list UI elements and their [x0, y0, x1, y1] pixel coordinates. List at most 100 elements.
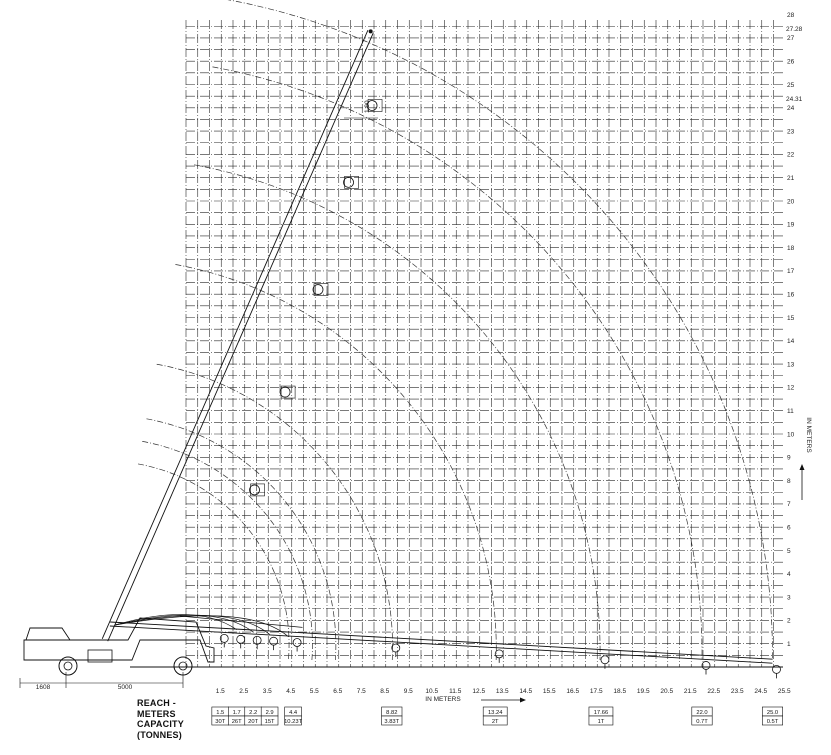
y-tick-label: 8	[787, 478, 791, 485]
y-axis-arrow	[799, 464, 805, 500]
y-tick-label: 21	[787, 175, 795, 182]
x-tick-label: 9.5	[404, 688, 413, 695]
boom-joint-plate	[367, 99, 383, 112]
x-tick-label: 17.5	[590, 688, 603, 695]
capacity-value: 2T	[492, 719, 499, 725]
reach-arc	[212, 66, 703, 661]
capacity-value: 3.83T	[384, 719, 399, 725]
reach-arc	[146, 418, 337, 661]
y-tick-label: 12	[787, 385, 795, 392]
y-tick-label: 6	[787, 525, 791, 532]
wheelbase-dimension: 5000	[118, 684, 133, 691]
x-tick-label: 20.5	[660, 688, 673, 695]
y-tick-label: 26	[787, 59, 795, 66]
intermediate-boom	[114, 614, 254, 633]
x-tick-label: 5.5	[310, 688, 319, 695]
boom-joint-plate	[250, 483, 265, 497]
hook-block	[600, 655, 610, 665]
reach-arcs	[137, 0, 773, 661]
lower-boom-chord	[179, 615, 303, 628]
crane-illustration	[19, 29, 781, 688]
y-tick-label: 4	[787, 571, 791, 578]
y-tick-label: 1	[787, 641, 791, 648]
capacity-box	[588, 715, 614, 726]
x-tick-label: 25.5	[778, 688, 791, 695]
hook-block	[391, 643, 401, 653]
y-tick-label: 11	[787, 408, 794, 415]
reach-value: 8.82	[386, 710, 397, 716]
boom-joint-plate	[344, 176, 359, 189]
capacity-box	[761, 715, 783, 726]
y-tick-label: 15	[787, 315, 795, 322]
boom-tip-marker	[368, 29, 373, 34]
x-tick-label: 10.5	[425, 688, 438, 695]
boom-joint	[279, 386, 291, 398]
chart-grid	[130, 20, 783, 668]
y-tick-label: 9	[787, 455, 791, 462]
reach-arc	[194, 164, 601, 661]
legend-capacity: CAPACITY	[137, 719, 184, 729]
x-tick-label: 3.5	[263, 688, 272, 695]
y-tick-label: 7	[787, 501, 791, 508]
boom-joint-plate	[280, 385, 296, 399]
max-height-label-second: 24.31	[786, 96, 803, 103]
reach-value: 1.7	[233, 710, 241, 716]
y-tick-label: 17	[787, 268, 795, 275]
boom-joint	[343, 176, 354, 188]
x-tick-label: 1.5	[216, 688, 225, 695]
y-tick-label: 10	[787, 431, 795, 438]
x-tick-label: 16.5	[566, 688, 579, 695]
hook-block	[236, 634, 246, 644]
raised-boom	[107, 32, 374, 642]
y-tick-label: 3	[787, 594, 791, 601]
x-tick-label: 21.5	[684, 688, 697, 695]
capacity-box	[381, 715, 403, 726]
x-tick-label: 14.5	[519, 688, 532, 695]
capacity-value: 20T	[248, 719, 258, 725]
x-tick-label: 6.5	[333, 688, 342, 695]
capacity-value: 1T	[598, 719, 605, 725]
reach-value: 4.4	[289, 710, 298, 716]
x-tick-label: 24.5	[754, 688, 767, 695]
reach-value: 13.24	[488, 710, 503, 716]
x-tick-label: 2.5	[239, 688, 248, 695]
rear-hub	[178, 661, 188, 671]
x-axis-arrow	[481, 697, 526, 703]
hook-block	[252, 635, 262, 645]
y-tick-label: 16	[787, 292, 795, 299]
lowered-boom	[110, 621, 773, 660]
reach-arc	[156, 363, 393, 661]
reach-arc	[142, 441, 313, 661]
y-tick-label: 5	[787, 548, 791, 555]
crane-engine-box	[87, 649, 113, 663]
y-tick-label: 19	[787, 222, 795, 229]
capacity-legend: REACH - METERS CAPACITY (TONNES)	[137, 698, 184, 740]
y-tick-label: 20	[787, 198, 795, 205]
y-tick-label: 28	[787, 12, 795, 19]
crane-body	[23, 617, 215, 663]
y-tick-label: 22	[787, 152, 795, 159]
x-tick-label: 18.5	[613, 688, 626, 695]
y-tick-label: 2	[787, 618, 791, 625]
x-tick-label: 13.5	[496, 688, 509, 695]
hook-block	[292, 638, 302, 647]
reach-value: 25.0	[767, 710, 778, 716]
intermediate-boom	[114, 615, 289, 637]
front-overhang-dimension: 1608	[36, 684, 51, 691]
y-tick-label: 23	[787, 128, 795, 135]
capacity-box	[284, 715, 302, 726]
reach-value: 2.9	[266, 710, 274, 716]
hook-block	[494, 649, 504, 659]
x-tick-label: 7.5	[357, 688, 366, 695]
front-wheel	[58, 656, 78, 676]
x-tick-label: 11.5	[449, 688, 462, 695]
front-hub	[63, 661, 73, 671]
capacity-box	[260, 715, 279, 726]
capacity-value: 0.5T	[767, 719, 779, 725]
y-tick-label: 25	[787, 82, 795, 89]
crane-cab	[25, 627, 71, 641]
boom-tip-dimension-label: 1.90	[364, 100, 371, 113]
max-height-label-top: 27.28	[786, 26, 803, 33]
y-tick-label: 18	[787, 245, 795, 252]
